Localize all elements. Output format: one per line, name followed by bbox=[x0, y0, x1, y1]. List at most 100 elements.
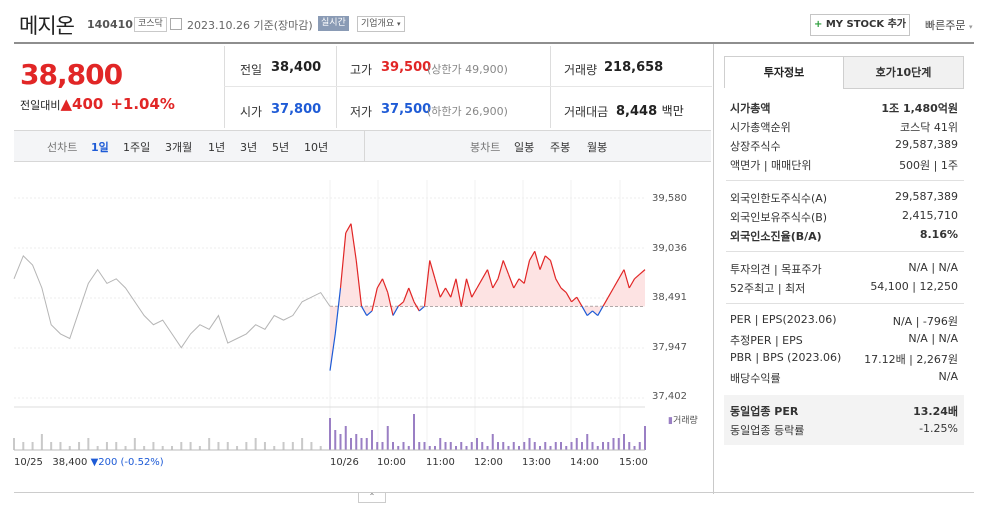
info-row-foreign-limit: 외국인한도주식수(A) 29,587,389 bbox=[730, 190, 958, 205]
period-1y[interactable]: 1년 bbox=[208, 141, 226, 154]
y-tick: 39,580 bbox=[652, 193, 687, 204]
series-segment-today bbox=[460, 278, 468, 307]
collapse-chevron-icon[interactable]: ⌃ bbox=[358, 492, 386, 503]
series-segment-today bbox=[334, 287, 342, 334]
info-row-sector-change[interactable]: 동일업종 등락률 -1.25% bbox=[730, 422, 958, 437]
x-tick: 15:00 bbox=[619, 457, 648, 468]
info-row-foreign-held: 외국인보유주식수(B) 2,415,710 bbox=[730, 209, 958, 224]
volume-bar bbox=[334, 430, 337, 450]
calendar-icon bbox=[170, 18, 182, 30]
company-overview-button[interactable]: 기업개요 ▾ bbox=[357, 16, 405, 32]
prev-close-label: 전일 bbox=[240, 63, 263, 77]
info-row-pbr-bps: PBR | BPS (2023.06) 17.12배 | 2,267원 bbox=[730, 351, 958, 366]
series-segment-today bbox=[581, 306, 588, 316]
volume-bar bbox=[444, 442, 447, 450]
intraday-chart bbox=[13, 180, 646, 451]
volume-bar bbox=[198, 446, 201, 450]
candle-weekly[interactable]: 주봉 bbox=[550, 141, 571, 154]
period-10y[interactable]: 10년 bbox=[304, 141, 329, 154]
series-segment-today bbox=[597, 306, 604, 316]
candle-daily[interactable]: 일봉 bbox=[514, 141, 535, 154]
info-row-52w: 52주최고 | 최저 54,100 | 12,250 bbox=[730, 280, 958, 295]
volume-bar bbox=[282, 442, 285, 450]
volume-bar bbox=[497, 442, 499, 450]
series-segment-today bbox=[571, 296, 578, 303]
series-segment-today bbox=[402, 287, 410, 302]
period-5y[interactable]: 5년 bbox=[272, 141, 290, 154]
volume-bar bbox=[486, 446, 489, 450]
low-value: 37,500 bbox=[381, 102, 432, 117]
info-row-foreign-ratio: 외국인소진율(B/A) 8.16% bbox=[730, 228, 958, 243]
series-segment-today bbox=[602, 296, 609, 307]
series-segment-today bbox=[381, 278, 389, 293]
volume-bar bbox=[31, 442, 34, 450]
quote-date: 2023.10.26 기준(장마감) bbox=[187, 19, 313, 32]
my-stock-add-button[interactable]: + MY STOCK 추가 bbox=[810, 14, 910, 36]
series-segment-today bbox=[607, 287, 615, 298]
tab-orderbook[interactable]: 호가10단계 bbox=[843, 56, 964, 89]
volume-bar bbox=[560, 442, 562, 450]
volume-bar bbox=[360, 438, 363, 450]
volume-bar bbox=[481, 442, 484, 450]
period-1d[interactable]: 1일 bbox=[91, 141, 109, 154]
upper-limit: (상한가 49,900) bbox=[427, 63, 508, 76]
candle-monthly[interactable]: 월봉 bbox=[587, 141, 608, 154]
line-chart-label: 선차트 bbox=[47, 141, 78, 154]
volume-bar bbox=[644, 426, 646, 450]
volume-bar bbox=[428, 446, 431, 450]
info-row-mktcap: 시가총액 1조 1,480억원 bbox=[730, 102, 958, 115]
period-3m[interactable]: 3개월 bbox=[165, 141, 193, 154]
volume-bar bbox=[22, 442, 25, 450]
volume-value: 218,658 bbox=[604, 60, 664, 75]
info-row-rank[interactable]: 시가총액순위 코스닥 41위 bbox=[730, 121, 958, 134]
volume-bar bbox=[465, 446, 468, 450]
volume-bar bbox=[539, 446, 541, 450]
volume-bar bbox=[518, 446, 520, 450]
chart-toolbar: 선차트 1일 1주일 3개월 1년 3년 5년 10년 봉차트 일봉 주봉 월봉 bbox=[14, 130, 711, 162]
volume-bar bbox=[208, 438, 211, 450]
series-segment-today bbox=[502, 260, 510, 275]
tab-invest-info[interactable]: 투자정보 bbox=[724, 56, 844, 88]
volume-bar bbox=[565, 446, 568, 450]
volume-bar bbox=[143, 446, 146, 450]
volume-bar bbox=[236, 446, 239, 450]
series-segment-today bbox=[360, 306, 368, 316]
volume-bar bbox=[87, 438, 90, 450]
period-1w[interactable]: 1주일 bbox=[123, 141, 151, 154]
volume-bar bbox=[397, 446, 400, 450]
volume-bar bbox=[392, 442, 394, 450]
volume-bar bbox=[523, 442, 526, 450]
volume-bar bbox=[628, 442, 631, 450]
stock-name: 메지온 bbox=[19, 14, 75, 38]
series-segment-today bbox=[329, 333, 336, 371]
series-segment-today bbox=[518, 278, 525, 284]
volume-bar bbox=[602, 442, 604, 450]
info-row-sector-per[interactable]: 동일업종 PER 13.24배 bbox=[730, 405, 958, 418]
volume-bar bbox=[13, 438, 15, 450]
volume-bar bbox=[376, 442, 379, 450]
header-divider bbox=[14, 42, 974, 44]
volume-bar bbox=[355, 434, 358, 450]
info-row-opinion: 투자의견 | 목표주가 N/A | N/A bbox=[730, 261, 958, 276]
volume-bar bbox=[254, 438, 257, 450]
realtime-button[interactable]: 실시간 bbox=[318, 16, 349, 31]
prev-close-value: 38,400 bbox=[271, 60, 322, 75]
series-segment-today bbox=[476, 278, 483, 289]
series-segment-today bbox=[618, 269, 625, 280]
prev-day-summary: 10/25 38,400 ▼200 (-0.52%) bbox=[14, 457, 164, 468]
high-label: 고가 bbox=[350, 63, 373, 77]
volume-bar bbox=[439, 438, 442, 450]
quick-order-button[interactable]: 빠른주문 ▾ bbox=[925, 19, 973, 32]
lower-limit: (하한가 26,900) bbox=[427, 105, 508, 118]
volume-bar bbox=[339, 434, 342, 450]
volume-bar bbox=[171, 446, 173, 450]
period-3y[interactable]: 3년 bbox=[240, 141, 258, 154]
series-segment-today bbox=[371, 287, 378, 312]
volume-bar bbox=[105, 442, 108, 450]
volume-bar bbox=[152, 442, 155, 450]
volume-bar bbox=[575, 438, 578, 450]
volume-bar bbox=[263, 442, 266, 450]
volume-bar bbox=[365, 438, 368, 450]
series-area-today bbox=[330, 223, 645, 371]
x-tick: 11:00 bbox=[426, 457, 455, 468]
